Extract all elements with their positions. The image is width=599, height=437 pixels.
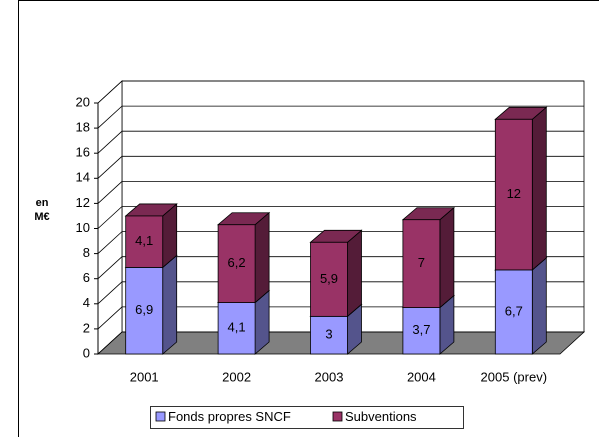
y-label: en [36, 197, 49, 209]
bar-side [439, 206, 455, 309]
value-label: 4,1 [135, 233, 153, 248]
bar [494, 118, 533, 271]
y-tick-label: 10 [76, 220, 90, 235]
bar [402, 219, 441, 308]
grid-line [97, 130, 584, 154]
bar [310, 241, 348, 317]
grid-line [97, 206, 584, 229]
bar [125, 215, 164, 268]
grid-line [97, 180, 584, 204]
value-label: 3 [325, 327, 332, 342]
y-tick-label: 16 [76, 145, 90, 160]
bar-side [531, 106, 547, 271]
legend-box [150, 406, 464, 429]
value-label: 6,7 [505, 303, 523, 318]
bar-side [531, 257, 547, 355]
value-label: 5,9 [320, 271, 338, 286]
bar [125, 267, 164, 355]
x-tick-label: 2003 [315, 369, 344, 384]
y-tick-label: 4 [83, 295, 90, 310]
legend-swatch [155, 411, 166, 422]
y-tick-label: 2 [83, 320, 90, 335]
value-label: 7 [418, 255, 425, 270]
bar-side [347, 229, 362, 318]
value-label: 6,2 [228, 255, 246, 270]
x-tick-label: 2001 [130, 369, 159, 384]
value-label: 3,7 [412, 322, 430, 337]
y-tick-label: 14 [76, 170, 90, 185]
bar-side [162, 254, 178, 355]
y-tick-label: 12 [76, 195, 90, 210]
bar [217, 302, 256, 355]
bar [217, 224, 256, 303]
legend-label: Fonds propres SNCF [168, 409, 291, 424]
bar-side [254, 211, 270, 304]
grid-line [97, 80, 584, 104]
bar [402, 307, 441, 355]
legend-swatch [332, 411, 343, 422]
x-tick-label: 2002 [222, 369, 251, 384]
bar [310, 315, 348, 355]
y-tick-label: 6 [83, 270, 90, 285]
value-label: 12 [507, 186, 521, 201]
y-tick-label: 18 [76, 120, 90, 135]
grid-line [97, 105, 584, 129]
y-tick-label: 8 [83, 245, 90, 260]
x-tick-label: 2005 (prev) [481, 369, 547, 384]
value-label: 4,1 [228, 320, 246, 335]
value-label: 6,9 [135, 302, 153, 317]
y-label: M€ [34, 211, 49, 223]
y-tick-label: 20 [76, 94, 90, 109]
legend-label: Subventions [345, 409, 417, 424]
y-tick-label: 0 [83, 345, 90, 360]
x-tick-label: 2004 [407, 369, 436, 384]
bar [494, 269, 533, 355]
grid-line [97, 155, 584, 179]
